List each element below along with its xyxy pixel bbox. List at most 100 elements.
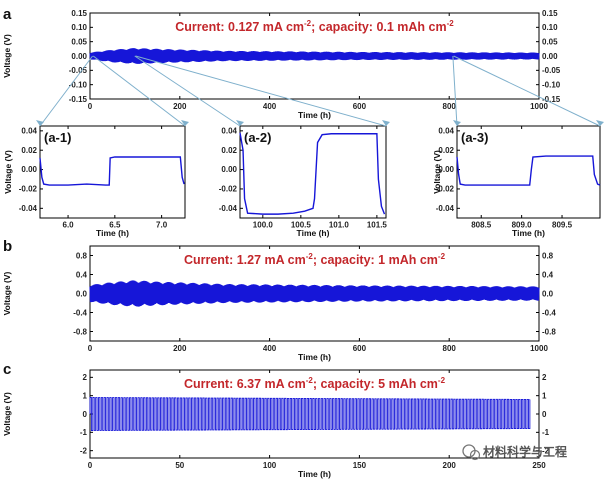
x-tick-label: 6.0 <box>63 221 75 230</box>
y-tick-label-right: 0.4 <box>542 270 554 279</box>
x-tick-label: 101.0 <box>329 221 350 230</box>
y-tick-label: -1 <box>80 428 88 437</box>
annotation-text: Current: 6.37 mA cm <box>184 377 306 391</box>
y-tick-label: 0.00 <box>221 165 237 174</box>
y-tick-label: 0.0 <box>76 289 88 298</box>
y-tick-label: 0.10 <box>71 23 87 32</box>
x-tick-label: 100.0 <box>253 221 274 230</box>
y-tick-label: 0.4 <box>76 270 88 279</box>
x-axis-label: Time (h) <box>297 228 330 238</box>
zoom-guide-line <box>92 55 186 127</box>
x-axis-label: Time (h) <box>298 110 331 120</box>
annotation-text: Current: 1.27 mA cm <box>184 253 306 267</box>
inset-label-a-1: (a-1) <box>44 130 71 145</box>
y-tick-label-right: -0.10 <box>542 80 561 89</box>
chart-a-1: 6.0 6.5 7.0 -0.04 -0.02 0.00 0.02 0.04 Time (h) V… <box>3 125 186 238</box>
zoom-guide-arrow-icon <box>181 120 189 126</box>
zoom-guides <box>36 55 604 127</box>
y-tick-label: 1 <box>83 391 88 400</box>
chart-c: 0 50 100 150 200 250 -2 -2 -1 -1 0 0 1 1 2 2 Time (h) Vol… <box>2 369 550 479</box>
y-axis-label: Voltage (V) <box>2 392 12 436</box>
inset-label-a-3: (a-3) <box>461 130 488 145</box>
y-tick-label-right: -1 <box>542 428 550 437</box>
series-line-a-3 <box>456 155 601 186</box>
y-tick-label: -0.02 <box>19 185 38 194</box>
x-tick-label: 800 <box>443 102 457 111</box>
y-axis-label: Voltage (V) <box>432 150 442 194</box>
y-tick-label: -0.02 <box>436 185 455 194</box>
plot-frame-a-1 <box>39 125 186 219</box>
x-tick-label: 600 <box>353 344 367 353</box>
x-axis-label: Time (h) <box>512 228 545 238</box>
wechat-logo-icon-small <box>469 449 481 461</box>
y-tick-label-right: -0.4 <box>542 308 556 317</box>
x-axis-label: Time (h) <box>298 469 331 479</box>
y-tick-label: 0.00 <box>21 165 37 174</box>
chart-a-2: 100.0 100.5 101.0 101.5 -0.04 -0.02 0.00 0.02 0.… <box>219 125 387 238</box>
watermark-text: 材料科学与工程 <box>482 444 567 459</box>
x-tick-label: 200 <box>173 102 187 111</box>
charts-layer: 0 200 400 600 800 1000-0.15 -0.15-0.10 -0.10-0.… <box>2 9 604 479</box>
y-axis-label: Voltage (V) <box>3 150 13 194</box>
y-tick-label: -0.04 <box>219 204 238 213</box>
chart-a: 0 200 400 600 800 1000-0.15 -0.15-0.10 -0.10-0.… <box>2 9 561 120</box>
plot-frame-a-2 <box>239 125 387 219</box>
zoom-guide-arrow-icon <box>236 120 244 126</box>
annotation-superscript: -2 <box>304 19 312 28</box>
y-tick-label: 0.04 <box>221 126 237 135</box>
y-tick-label: -0.04 <box>436 204 455 213</box>
y-tick-label-right: 0.00 <box>542 52 558 61</box>
x-tick-label: 0 <box>88 461 93 470</box>
x-tick-label: 808.5 <box>471 221 492 230</box>
zoom-guide-arrow-icon <box>596 120 604 126</box>
x-tick-label: 1000 <box>530 344 548 353</box>
y-axis-label: Voltage (V) <box>2 34 12 78</box>
y-tick-label: -0.4 <box>73 308 87 317</box>
y-tick-label: 0.8 <box>76 251 88 260</box>
zoom-guide-line <box>39 55 93 127</box>
x-axis-label: Time (h) <box>298 352 331 362</box>
x-axis-label: Time (h) <box>96 228 129 238</box>
y-tick-label: -2 <box>80 446 88 455</box>
series-line-b <box>89 280 540 307</box>
series-line-a <box>89 48 540 64</box>
annotation-b: Current: 1.27 mA cm-2; capacity: 1 mAh c… <box>184 252 446 267</box>
y-tick-label: 2 <box>83 373 88 382</box>
y-tick-label: 0.05 <box>71 37 87 46</box>
annotation-superscript: -2 <box>438 376 446 385</box>
x-tick-label: 6.5 <box>109 221 121 230</box>
x-tick-label: 400 <box>263 344 277 353</box>
y-axis-label: Voltage (V) <box>2 271 12 315</box>
inset-label-a-2: (a-2) <box>244 130 271 145</box>
y-tick-label-right: 0.05 <box>542 37 558 46</box>
annotation-superscript: -2 <box>438 252 446 261</box>
x-tick-label: 809.5 <box>552 221 573 230</box>
y-tick-label: 0.02 <box>221 146 237 155</box>
y-tick-label: 0.04 <box>438 126 454 135</box>
y-tick-label-right: -0.8 <box>542 327 556 336</box>
y-tick-label: 0.15 <box>71 9 87 18</box>
y-tick-label: 0.02 <box>21 146 37 155</box>
annotation-text: Current: 0.127 mA cm <box>175 20 304 34</box>
y-tick-label-right: -0.15 <box>542 95 561 104</box>
zoom-guide-arrow-icon <box>382 120 390 126</box>
y-tick-label: 0 <box>83 410 88 419</box>
y-tick-label: -0.05 <box>69 66 88 75</box>
zoom-guide-line <box>452 55 458 127</box>
annotation-text: ; capacity: 1 mAh cm <box>313 253 438 267</box>
x-tick-label: 0 <box>88 344 93 353</box>
annotation-superscript: -2 <box>306 252 314 261</box>
y-tick-label: 0.02 <box>438 146 454 155</box>
x-tick-label: 7.0 <box>156 221 168 230</box>
y-tick-label-right: -0.05 <box>542 66 561 75</box>
zoom-guide-line <box>135 55 387 127</box>
zoom-guide-arrow-icon <box>453 120 461 126</box>
zoom-guide-line <box>134 55 241 127</box>
annotation-text: ; capacity: 0.1 mAh cm <box>311 20 446 34</box>
x-tick-label: 150 <box>353 461 367 470</box>
x-tick-label: 250 <box>532 461 546 470</box>
y-tick-label-right: 0.15 <box>542 9 558 18</box>
annotation-superscript: -2 <box>447 19 455 28</box>
plot-frame-a-3 <box>456 125 601 219</box>
